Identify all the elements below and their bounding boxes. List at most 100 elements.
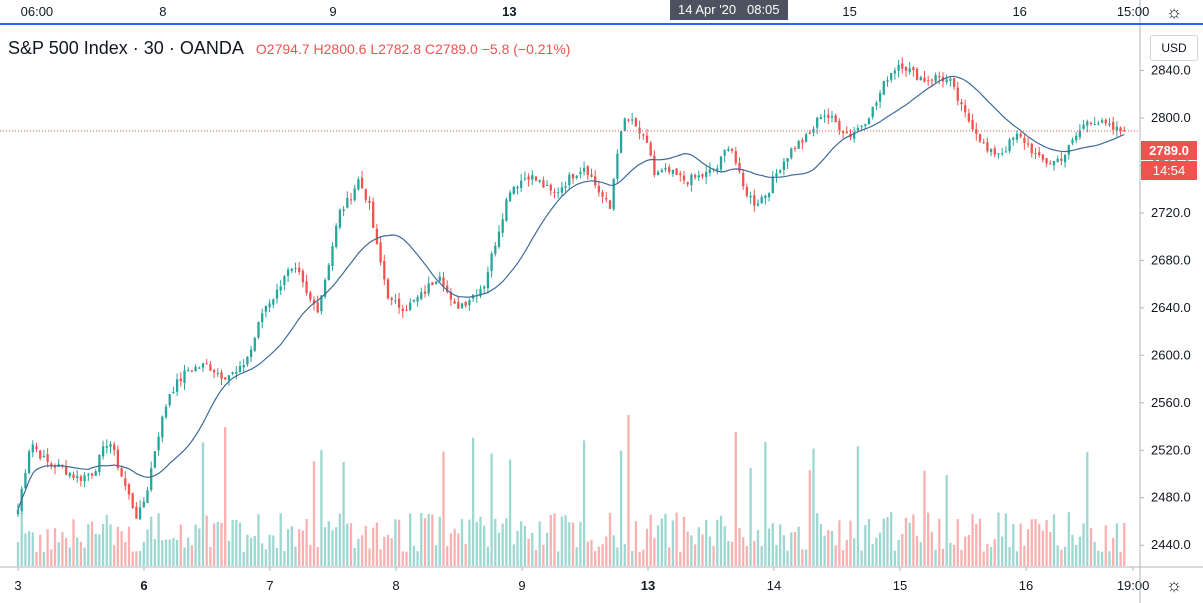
candle — [423, 285, 427, 298]
symbol-name[interactable]: S&P 500 Index — [8, 38, 128, 58]
candle — [1041, 154, 1045, 163]
price-axis[interactable]: 2440.0 2480.0 2520.0 2560.0 2600.0 2640.0 2680… — [1140, 63, 1191, 553]
candle — [1052, 160, 1056, 171]
candle-body — [360, 177, 364, 189]
candle-body — [797, 141, 800, 149]
candle — [927, 75, 930, 87]
candle-body — [708, 169, 712, 173]
candle — [642, 133, 645, 141]
candle-body — [838, 120, 841, 131]
candle — [327, 263, 330, 281]
candle-body — [730, 148, 734, 151]
settings-icon[interactable]: ☼ — [1165, 2, 1183, 22]
volume-bar — [997, 512, 1000, 566]
candle — [967, 108, 971, 123]
candle — [146, 486, 149, 504]
candle — [660, 168, 663, 173]
volume-bar — [294, 546, 297, 566]
legend-separator: · — [132, 38, 139, 58]
candle — [1012, 136, 1015, 146]
candle-body — [249, 349, 253, 357]
candle — [668, 164, 671, 175]
candle-body — [623, 118, 626, 132]
candle-body — [209, 364, 212, 371]
candle-body — [290, 268, 293, 271]
volume-bar — [719, 515, 723, 566]
volume-bar — [708, 536, 712, 566]
volume-bar — [1023, 545, 1026, 566]
candle — [1089, 121, 1093, 126]
candle — [912, 66, 915, 77]
volume-bar — [483, 525, 486, 566]
volume-bar — [1108, 551, 1111, 566]
candle-body — [312, 299, 316, 304]
candle — [90, 472, 94, 479]
candle — [201, 362, 205, 372]
volume-bar — [135, 551, 138, 566]
candle — [242, 359, 245, 373]
chart-legend[interactable]: S&P 500 Index · 30 · OANDA O2794.7 H2800… — [8, 38, 570, 59]
volume-bar — [257, 514, 260, 566]
candle — [224, 377, 227, 381]
candle — [16, 503, 20, 517]
volume-bar — [20, 512, 23, 566]
volume-bar — [416, 551, 419, 566]
candle — [767, 192, 771, 202]
candle-body — [608, 200, 612, 209]
candle — [616, 149, 619, 184]
interval-label[interactable]: 30 — [143, 38, 164, 58]
low-value: 2782.8 — [378, 41, 421, 57]
candle — [346, 191, 349, 209]
candle — [490, 251, 493, 278]
candle — [997, 152, 1000, 159]
price-tick-label: 2480.0 — [1151, 490, 1191, 505]
candle-body — [671, 169, 675, 174]
candle-body — [705, 171, 708, 178]
candle-body — [272, 299, 275, 305]
candle — [534, 175, 538, 182]
candle — [416, 294, 419, 307]
candle-body — [220, 372, 223, 379]
volume-bar — [642, 549, 645, 566]
source-label: OANDA — [179, 38, 243, 58]
volume-bar — [109, 524, 112, 566]
candle — [1056, 155, 1059, 163]
top-time-axis[interactable]: 06:00 8 9 13 15 16 15:00 — [0, 0, 1203, 24]
volume-bar — [749, 467, 752, 566]
candle — [1108, 118, 1111, 128]
candle — [1008, 137, 1011, 154]
volume-bar — [475, 521, 478, 566]
candle — [127, 482, 131, 500]
candle-body — [309, 292, 312, 300]
time-axis[interactable]: 3 6 7 8 9 13 14 15 16 19:00 — [14, 567, 1149, 593]
candle-body — [945, 79, 948, 83]
volume-bar — [105, 514, 108, 566]
candle-body — [1008, 139, 1011, 152]
candle-body — [793, 147, 797, 149]
candle — [383, 254, 386, 286]
candle — [960, 98, 963, 111]
candle-body — [938, 75, 941, 78]
candle-body — [993, 148, 996, 155]
candle-body — [586, 166, 589, 176]
time-tick-label: 7 — [266, 578, 273, 593]
volume-bar — [357, 538, 360, 566]
candle-body — [960, 102, 963, 105]
volume-bar — [87, 524, 90, 566]
settings-icon[interactable]: ☼ — [1165, 575, 1183, 595]
volume-bar — [516, 530, 519, 566]
candle-body — [294, 267, 297, 269]
volume-bar — [649, 514, 652, 566]
candle-body — [682, 175, 686, 181]
volume-bar — [571, 522, 575, 566]
volume-bar — [249, 537, 253, 566]
volume-bar — [764, 441, 767, 566]
candle-body — [727, 149, 730, 151]
currency-button[interactable]: USD — [1150, 35, 1198, 61]
volume-bar — [679, 551, 682, 566]
candle — [1038, 146, 1041, 158]
volume-bar — [486, 546, 490, 566]
volume-bar — [993, 539, 996, 566]
candle-body — [98, 454, 101, 472]
